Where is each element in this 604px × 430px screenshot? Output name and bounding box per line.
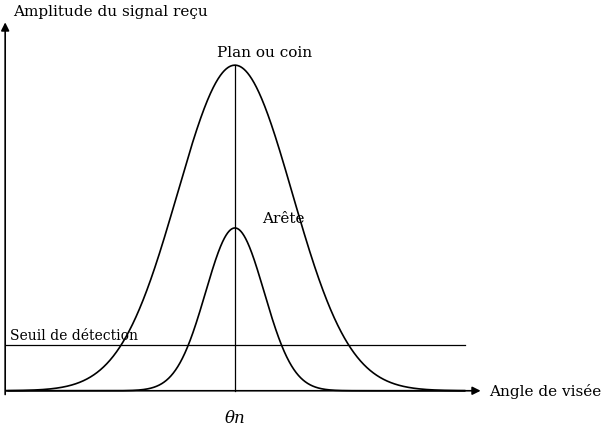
Text: Seuil de détection: Seuil de détection [10,328,138,342]
Text: Amplitude du signal reçu: Amplitude du signal reçu [13,5,208,19]
Text: Plan ou coin: Plan ou coin [217,46,312,59]
Text: Angle de visée: Angle de visée [489,384,601,398]
Text: θn: θn [225,409,245,426]
Text: Arête: Arête [262,211,304,225]
